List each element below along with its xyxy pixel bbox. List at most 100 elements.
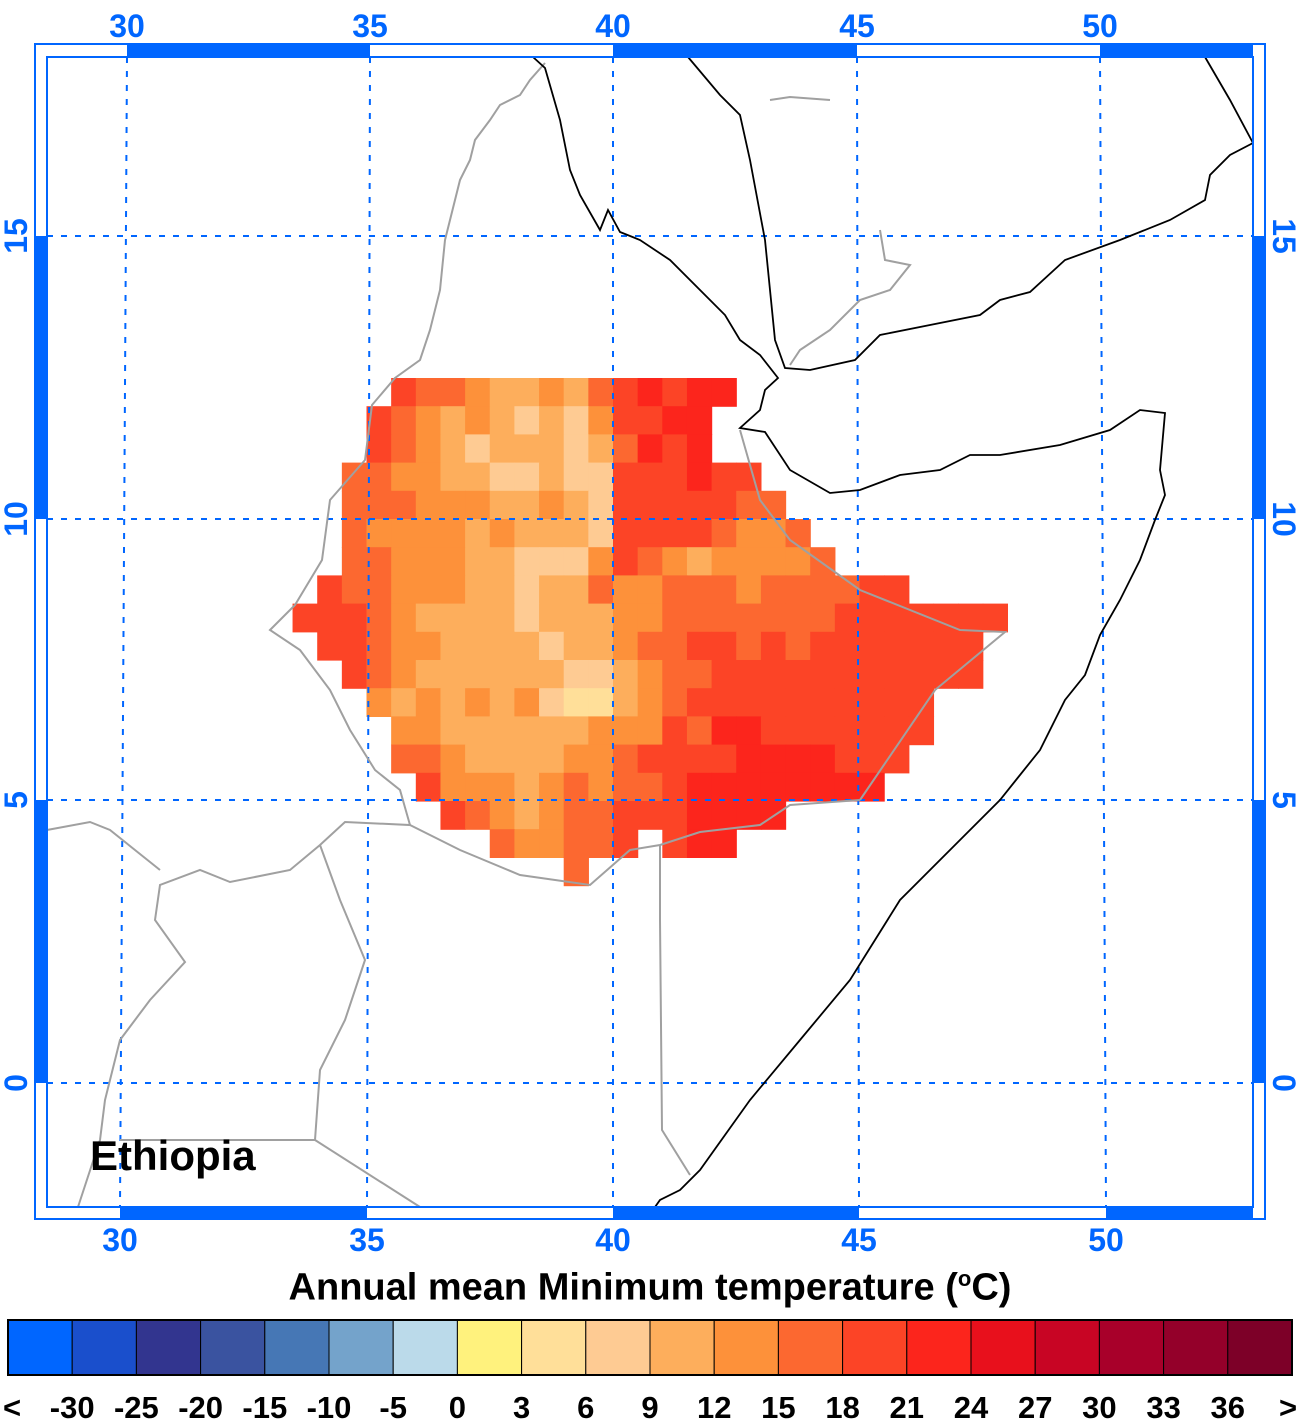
grid-cell	[711, 490, 737, 520]
grid-cell	[440, 406, 466, 435]
grid-cell	[686, 772, 713, 802]
coastlines	[532, 56, 1254, 1208]
grid-cell	[539, 462, 565, 492]
grid-cell	[662, 490, 688, 520]
grid-cell	[760, 631, 787, 661]
colorbar-label: 0	[449, 1390, 466, 1425]
grid-cell	[686, 716, 713, 746]
grid-cell	[563, 462, 589, 492]
grid-cell	[686, 631, 713, 661]
grid-cell	[415, 716, 442, 746]
grid-cell	[810, 631, 836, 661]
lat-label: 10	[1266, 501, 1300, 537]
grid-cell	[366, 519, 392, 548]
grid-cell	[686, 462, 713, 492]
grid-cell	[489, 519, 515, 548]
grid-cell	[736, 547, 762, 576]
grid-cell	[785, 519, 811, 548]
grid-cell	[810, 688, 836, 717]
grid-cell	[415, 688, 442, 717]
colorbar-swatch	[392, 1319, 458, 1376]
grid-cell	[563, 829, 589, 858]
grid-cell	[736, 603, 762, 633]
grid-cell	[637, 406, 663, 435]
grid-cell	[588, 462, 614, 492]
grid-cell	[465, 744, 491, 774]
grid-cell	[637, 744, 663, 774]
colorbar-label: 18	[825, 1390, 859, 1425]
grid-cell	[514, 631, 540, 661]
colorbar-swatch	[585, 1319, 651, 1376]
grid-cell	[317, 575, 343, 605]
grid-cell	[662, 434, 688, 464]
grid-cell	[489, 631, 515, 661]
grid-cell	[810, 716, 836, 746]
grid-cell	[341, 490, 368, 520]
grid-cell	[686, 575, 713, 605]
grid-cell	[465, 378, 491, 407]
grid-cell	[514, 829, 540, 858]
grid-cell	[588, 716, 614, 746]
grid-cell	[736, 519, 762, 548]
grid-cell	[859, 603, 885, 633]
grid-cell	[440, 744, 466, 774]
grid-cell	[785, 772, 811, 802]
colorbar-label: 6	[577, 1390, 594, 1425]
grid-cell	[415, 603, 442, 633]
colorbar-swatch	[71, 1319, 137, 1376]
grid-cell	[563, 688, 589, 717]
grid-cell	[662, 575, 688, 605]
grid-cell	[465, 462, 491, 492]
grid-cell	[662, 603, 688, 633]
grid-cell	[736, 744, 762, 774]
grid-cell	[736, 772, 762, 802]
grid-cell	[711, 547, 737, 576]
colorbar-swatch	[200, 1319, 266, 1376]
grid-cell	[662, 378, 688, 407]
lon-label: 35	[349, 1222, 385, 1258]
grid-cell	[834, 631, 861, 661]
grid-cell	[489, 490, 515, 520]
grid-cell	[366, 575, 392, 605]
grid-cell	[637, 772, 663, 802]
grid-cell	[884, 688, 910, 717]
grid-cell	[637, 547, 663, 576]
lat-label: 15	[1266, 218, 1300, 254]
lon-label: 45	[839, 8, 875, 44]
grid-cell	[686, 829, 713, 858]
grid-cell	[391, 575, 417, 605]
grid-cell	[908, 631, 935, 661]
grid-cell	[588, 660, 614, 689]
grid-cell	[440, 688, 466, 717]
grid-cell	[588, 631, 614, 661]
grid-cell	[686, 603, 713, 633]
grid-cell	[637, 660, 663, 689]
grid-cell	[859, 575, 885, 605]
grid-cell	[637, 716, 663, 746]
grid-cell	[465, 519, 491, 548]
grid-cell	[686, 660, 713, 689]
grid-cell	[760, 688, 787, 717]
grid-cell	[613, 406, 639, 435]
grid-cell	[958, 603, 984, 633]
grid-cell	[637, 378, 663, 407]
grid-cell	[810, 660, 836, 689]
grid-cell	[440, 631, 466, 661]
grid-cell	[637, 519, 663, 548]
grid-cell	[415, 434, 442, 464]
grid-cell	[563, 631, 589, 661]
grid-cell	[711, 631, 737, 661]
grid-cell	[613, 631, 639, 661]
grid-cell	[366, 688, 392, 717]
grid-cell	[686, 547, 713, 576]
grid-cell	[908, 660, 935, 689]
grid-cell	[760, 716, 787, 746]
grid-cell	[834, 772, 861, 802]
grid-cell	[317, 631, 343, 661]
grid-cell	[711, 660, 737, 689]
colorbar-swatch	[970, 1319, 1036, 1376]
grid-cell	[613, 434, 639, 464]
grid-cell	[391, 462, 417, 492]
grid-cell	[736, 716, 762, 746]
grid-cell	[637, 490, 663, 520]
